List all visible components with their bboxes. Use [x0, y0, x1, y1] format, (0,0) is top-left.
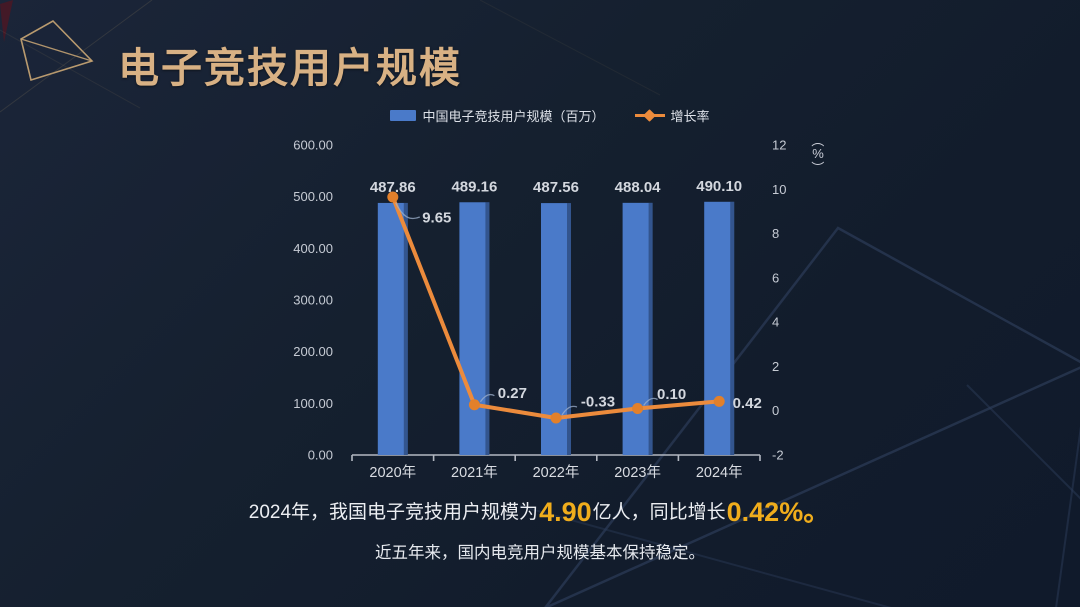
- right-axis-tick-label: 6: [772, 270, 779, 285]
- bar-value-label: 488.04: [615, 179, 662, 196]
- label-leader-line: [395, 202, 421, 220]
- x-axis-category-label: 2021年: [451, 464, 498, 481]
- line-marker: [387, 191, 399, 203]
- gold-quad-decor: [20, 20, 94, 82]
- red-sliver-decor: [0, 0, 13, 42]
- line-value-label: 0.42: [733, 395, 762, 412]
- line-series-label: 增长率: [670, 109, 710, 124]
- bar: [377, 202, 408, 455]
- bar-shade: [648, 202, 653, 455]
- x-axis-category-label: 2024年: [696, 464, 743, 481]
- bar-shade: [403, 202, 408, 455]
- label-leader-line: [479, 393, 495, 403]
- right-axis-tick-label: 12: [772, 138, 786, 153]
- line-value-label: 0.10: [657, 386, 686, 403]
- left-axis-tick-label: 200.00: [293, 344, 333, 359]
- left-axis-tick-label: 500.00: [293, 189, 333, 204]
- user-scale-chart: 0.00 100.00 200.00 300.00 400.00 500.00 600.00…: [293, 138, 786, 482]
- line-marker: [468, 399, 480, 411]
- right-axis-tick-label: -2: [772, 448, 784, 463]
- unit-percent: %: [812, 146, 824, 161]
- highlight-user-scale: 4.90: [539, 497, 592, 527]
- left-axis-tick-label: 100.00: [293, 396, 333, 411]
- bar: [704, 201, 735, 455]
- legend-item-bars: 中国电子竞技用户规模（百万）: [390, 106, 605, 125]
- navy-line-decor: [966, 384, 1080, 500]
- summary-line-1: 2024年，我国电子竞技用户规模为4.90亿人，同比增长0.42%。: [0, 492, 1080, 533]
- bar: [622, 202, 653, 455]
- gold-line-decor: [479, 0, 661, 96]
- label-leader-line: [561, 405, 578, 416]
- chart-legend: 中国电子竞技用户规模（百万） 增长率: [300, 106, 800, 125]
- line-value-label: 9.65: [422, 210, 451, 227]
- bar-value-label: 487.86: [370, 179, 416, 196]
- right-axis-tick-label: 10: [772, 182, 786, 197]
- gold-quad-diagonal-decor: [20, 38, 93, 62]
- bar-value-label: 487.56: [533, 179, 579, 196]
- right-axis-tick-label: 2: [772, 359, 779, 374]
- x-axis-category-label: 2023年: [614, 464, 661, 481]
- x-axis-line: [351, 454, 761, 461]
- summary-line-2: 近五年来，国内电竞用户规模基本保持稳定。: [375, 544, 705, 562]
- right-axis-tick-label: 0: [772, 403, 779, 418]
- x-axis-category-label: 2020年: [369, 464, 416, 481]
- summary-text: 2024年，我国电子竞技用户规模为: [248, 502, 539, 523]
- right-axis-tick-label: 8: [772, 226, 779, 241]
- legend-item-line: 增长率: [634, 106, 710, 125]
- unit-paren-open: （: [810, 133, 826, 148]
- left-axis-tick-label: 400.00: [293, 241, 333, 256]
- line-value-label: -0.33: [581, 394, 615, 411]
- right-axis-unit: （ % ）: [804, 134, 832, 174]
- unit-paren-close: ）: [810, 160, 826, 174]
- bar-value-label: 490.10: [696, 178, 742, 195]
- summary-text: 亿人，同比增长: [592, 502, 726, 523]
- bar-shade: [567, 203, 571, 455]
- left-axis-tick-label: 0.00: [308, 448, 333, 463]
- bar-shade: [485, 202, 490, 455]
- bar-series-swatch-icon: [390, 110, 417, 121]
- line-marker: [713, 395, 725, 407]
- line-marker: [550, 412, 562, 424]
- x-axis-category-label: 2022年: [533, 464, 580, 481]
- bar: [459, 202, 490, 455]
- right-axis-tick-label: 4: [772, 315, 779, 330]
- line-series-marker-icon: [634, 109, 665, 122]
- page-title: 电子竞技用户规模: [118, 45, 462, 91]
- line-marker: [632, 403, 644, 414]
- left-axis-tick-label: 300.00: [293, 293, 333, 308]
- label-leader-line: [643, 397, 658, 406]
- bar-value-label: 489.16: [451, 178, 497, 195]
- bar-series-label: 中国电子竞技用户规模（百万）: [422, 109, 605, 124]
- left-axis-tick-label: 600.00: [293, 138, 333, 153]
- line-value-label: 0.27: [498, 385, 527, 402]
- bar-shade: [730, 201, 735, 455]
- highlight-growth-rate: 0.42%。: [726, 497, 831, 527]
